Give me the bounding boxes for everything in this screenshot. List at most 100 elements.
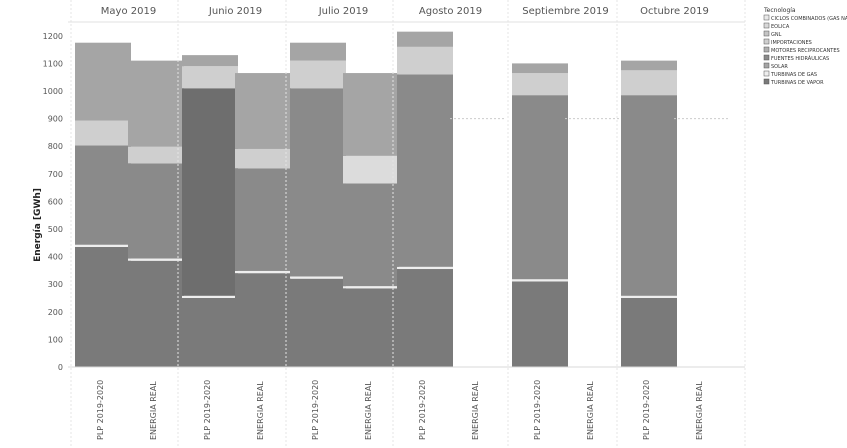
legend-title: Tecnología bbox=[763, 7, 796, 14]
month-label: Julio 2019 bbox=[318, 6, 369, 17]
bar-segment-base bbox=[128, 260, 184, 367]
bar-segment-base bbox=[235, 273, 291, 367]
y-tick-label: 700 bbox=[48, 170, 63, 179]
legend-label: TURBINAS DE VAPOR bbox=[770, 80, 824, 86]
axis-layer: 0 100 200 300 400 500 600 700 800 900 1000 1100 1200… bbox=[43, 0, 746, 448]
x-category-label: PLP 2019-2020 bbox=[203, 380, 212, 440]
bar-segment-base bbox=[621, 298, 677, 367]
x-category-label: ENERGIA REAL bbox=[586, 381, 595, 440]
legend-label: CICLOS COMBINADOS (GAS NATURAL) bbox=[771, 16, 847, 22]
legend-swatch bbox=[763, 22, 770, 29]
bar-segment-line bbox=[182, 295, 238, 298]
x-category-label: ENERGIA REAL bbox=[256, 381, 265, 440]
bar-segment-upper bbox=[235, 73, 291, 149]
bar-segment-line bbox=[397, 266, 453, 270]
bar-segment-upper bbox=[397, 31, 453, 47]
bar-segment-gas bbox=[397, 46, 453, 75]
x-category-label: ENERGIA REAL bbox=[695, 381, 704, 440]
x-category-label: PLP 2019-2020 bbox=[311, 380, 320, 440]
bar-segment-hydro bbox=[75, 145, 131, 245]
month-label: Mayo 2019 bbox=[101, 6, 156, 17]
month-label: Junio 2019 bbox=[208, 6, 262, 17]
legend-label: MOTORES RECIPROCANTES bbox=[771, 48, 840, 54]
bar-segment-base bbox=[512, 281, 568, 367]
bar-segment-hydro bbox=[621, 95, 677, 296]
bar-segment-hydro bbox=[182, 88, 238, 296]
bar-segment-upper bbox=[182, 55, 238, 67]
y-tick-label: 0 bbox=[58, 363, 63, 372]
y-tick-label: 300 bbox=[48, 280, 63, 289]
bar-segment-hydro bbox=[397, 74, 453, 267]
bar-segment-hydro bbox=[512, 95, 568, 280]
legend-label: TURBINAS DE GAS bbox=[770, 72, 817, 78]
bar-segment-upper bbox=[75, 42, 131, 121]
month-label: Septiembre 2019 bbox=[522, 6, 608, 17]
x-category-label: PLP 2019-2020 bbox=[96, 380, 105, 440]
bar-segment-base bbox=[182, 298, 238, 367]
month-label: Agosto 2019 bbox=[419, 6, 482, 17]
y-tick-label: 200 bbox=[48, 308, 63, 317]
legend-swatch bbox=[763, 54, 770, 61]
bar-segment-upper bbox=[128, 60, 184, 147]
legend-label: SOLAR bbox=[771, 64, 788, 70]
legend-label: IMPORTACIONES bbox=[771, 40, 812, 46]
x-category-label: PLP 2019-2020 bbox=[642, 380, 651, 440]
legend-swatch bbox=[763, 30, 770, 37]
bar-segment-upper bbox=[621, 60, 677, 71]
bar-segment-line bbox=[512, 279, 568, 282]
x-category-label: ENERGIA REAL bbox=[149, 381, 158, 440]
bar-segment-gas bbox=[128, 146, 184, 164]
bar-segment-gas bbox=[235, 148, 291, 169]
legend-swatch bbox=[763, 46, 770, 53]
bar-segment-gas bbox=[621, 70, 677, 96]
y-tick-label: 1100 bbox=[43, 59, 63, 68]
bar-segment-gas bbox=[512, 73, 568, 96]
bar-segment-gas bbox=[290, 60, 346, 89]
bar-segment-line bbox=[75, 244, 131, 247]
bar-segment-line bbox=[621, 295, 677, 298]
bar-segment-upper bbox=[512, 63, 568, 74]
legend-swatch bbox=[763, 78, 770, 85]
legend-label: GNL bbox=[771, 32, 782, 38]
month-label: Octubre 2019 bbox=[640, 6, 709, 17]
legend-swatch bbox=[763, 38, 770, 45]
y-axis-label: Energía [GWh] bbox=[33, 188, 43, 262]
x-category-label: PLP 2019-2020 bbox=[418, 380, 427, 440]
bar-segment-hydro bbox=[290, 88, 346, 277]
legend: Tecnología CICLOS COMBINADOS (GAS NATURA… bbox=[763, 7, 847, 86]
bar-segment-hydro bbox=[235, 168, 291, 271]
y-tick-label: 1200 bbox=[43, 32, 63, 41]
y-tick-label: 400 bbox=[48, 253, 63, 262]
bar-segment-line bbox=[128, 258, 184, 261]
x-category-label: ENERGIA REAL bbox=[471, 381, 480, 440]
legend-label: EOLICA bbox=[771, 24, 790, 30]
bar-segment-base bbox=[75, 246, 131, 367]
bar-segment-line bbox=[290, 276, 346, 279]
y-tick-label: 600 bbox=[48, 197, 63, 206]
bar-segment-line bbox=[343, 286, 399, 289]
x-category-label: PLP 2019-2020 bbox=[533, 380, 542, 440]
bar-segment-upper bbox=[343, 73, 399, 156]
legend-swatch bbox=[763, 14, 770, 21]
legend-label: FUENTES HIDRÁULICAS bbox=[771, 55, 829, 62]
legend-swatch bbox=[763, 62, 770, 69]
bars-layer bbox=[75, 31, 730, 367]
y-tick-label: 100 bbox=[48, 335, 63, 344]
bar-segment-gas bbox=[182, 66, 238, 89]
y-tick-label: 1000 bbox=[43, 87, 63, 96]
bar-segment-gas bbox=[75, 120, 131, 146]
y-tick-label: 800 bbox=[48, 142, 63, 151]
y-tick-label: 900 bbox=[48, 115, 63, 124]
bar-segment-hydro bbox=[343, 183, 399, 287]
bar-segment-upper bbox=[290, 42, 346, 61]
bar-segment-hydro bbox=[128, 163, 184, 259]
bar-segment-line bbox=[235, 270, 291, 274]
x-category-label: ENERGIA REAL bbox=[364, 381, 373, 440]
bar-segment-base bbox=[397, 269, 453, 367]
bar-segment-base bbox=[290, 278, 346, 367]
bar-segment-gas bbox=[343, 155, 399, 184]
bar-segment-base bbox=[343, 288, 399, 367]
y-tick-label: 500 bbox=[48, 225, 63, 234]
